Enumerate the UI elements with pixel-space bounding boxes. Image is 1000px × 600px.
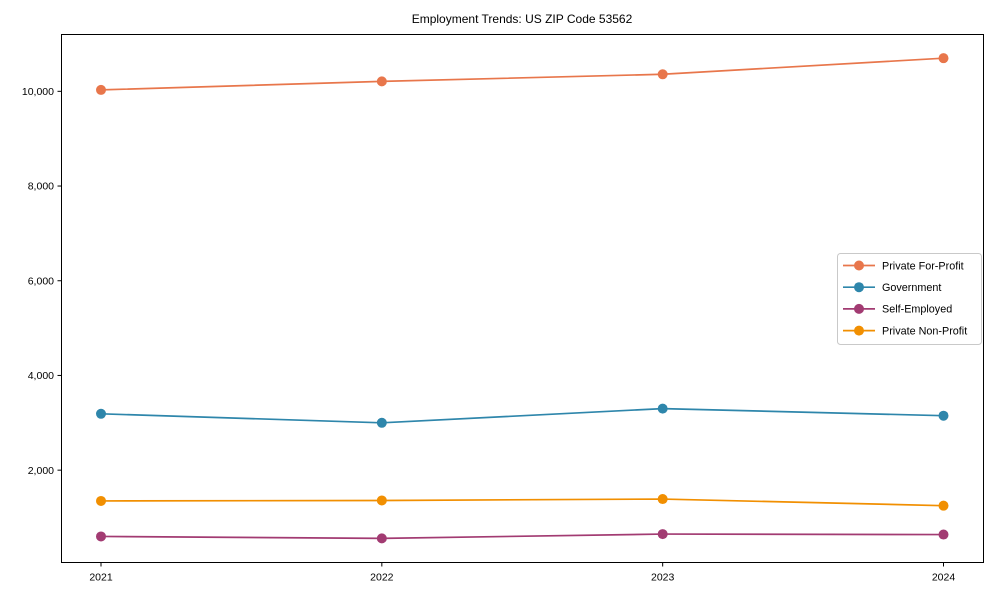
legend-label: Private Non-Profit <box>882 325 967 337</box>
data-point-marker <box>376 417 387 428</box>
data-point-marker <box>96 84 106 95</box>
data-point-marker <box>657 403 668 414</box>
legend: Private For-Profit Government Self-Employe… <box>837 253 982 345</box>
x-tick-label: 2024 <box>932 572 956 584</box>
plot-frame <box>61 34 984 563</box>
legend-marker-icon <box>854 260 864 271</box>
legend-item: Private Non-Profit <box>843 325 967 337</box>
data-point-marker <box>96 531 106 542</box>
legend-marker-icon <box>854 282 864 293</box>
series-private-for-profit <box>96 53 949 95</box>
series-line <box>100 498 944 507</box>
series-self-employed <box>96 529 949 544</box>
legend-item: Self-Employed <box>843 304 952 316</box>
legend-marker-icon <box>854 325 864 336</box>
data-point-marker <box>938 410 949 421</box>
data-point-marker <box>376 76 387 87</box>
data-point-marker <box>938 529 949 540</box>
series-private-non-profit <box>96 494 949 511</box>
series-line <box>100 407 944 424</box>
x-tick-label: 2021 <box>89 572 113 584</box>
y-tick-label: 10,000 <box>22 86 54 98</box>
data-point-marker <box>657 529 668 540</box>
data-point-marker <box>96 495 106 506</box>
x-tick-label: 2022 <box>370 572 394 584</box>
data-point-marker <box>657 494 668 505</box>
legend-item: Private For-Profit <box>843 260 964 272</box>
series-line <box>100 533 944 540</box>
legend-label: Private For-Profit <box>882 260 964 272</box>
legend-marker-icon <box>854 303 864 314</box>
x-tick-label: 2023 <box>651 572 675 584</box>
y-tick-label: 4,000 <box>28 370 54 382</box>
chart-title: Employment Trends: US ZIP Code 53562 <box>412 12 633 26</box>
data-point-marker <box>938 500 949 511</box>
legend-label: Self-Employed <box>882 304 952 316</box>
legend-item: Government <box>843 282 941 294</box>
legend-box <box>837 253 982 345</box>
data-point-marker <box>376 533 387 544</box>
y-tick-label: 8,000 <box>28 181 54 193</box>
data-series <box>96 53 949 544</box>
data-point-marker <box>376 495 387 506</box>
axes: 2,000 4,000 6,000 8,000 10,000 2021 2022 2023 20… <box>22 86 955 584</box>
legend-label: Government <box>882 282 941 294</box>
plot-border <box>61 34 984 563</box>
series-government <box>96 403 949 428</box>
y-tick-label: 6,000 <box>28 275 54 287</box>
data-point-marker <box>938 53 949 64</box>
data-point-marker <box>657 69 668 80</box>
data-point-marker <box>96 408 106 419</box>
series-line <box>100 57 944 91</box>
y-tick-label: 2,000 <box>28 465 54 477</box>
